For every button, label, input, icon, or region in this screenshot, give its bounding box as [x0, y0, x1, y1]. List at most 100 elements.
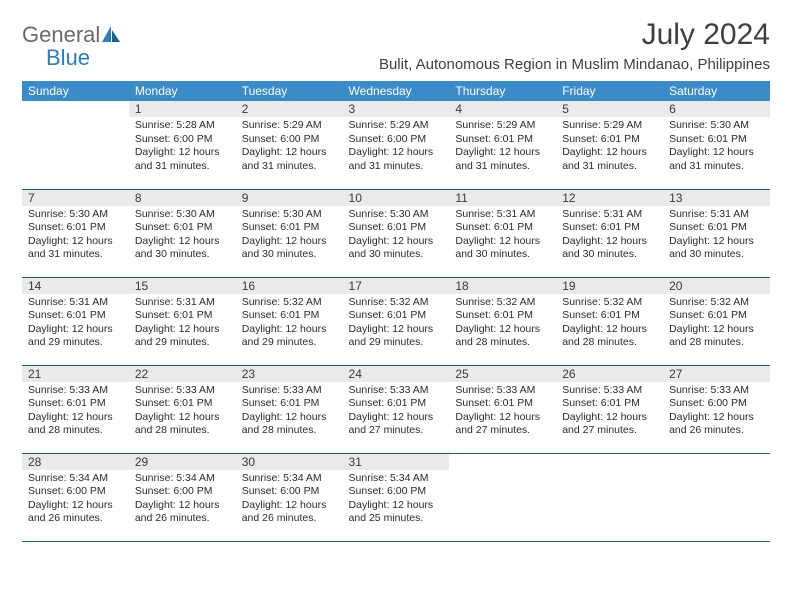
day-details: Sunrise: 5:32 AMSunset: 6:01 PMDaylight:… — [663, 294, 770, 355]
sunset-text: Sunset: 6:01 PM — [455, 221, 550, 235]
calendar-cell: 14Sunrise: 5:31 AMSunset: 6:01 PMDayligh… — [22, 277, 129, 365]
sunrise-text: Sunrise: 5:29 AM — [455, 119, 550, 133]
day-details: Sunrise: 5:30 AMSunset: 6:01 PMDaylight:… — [22, 206, 129, 267]
daylight-text: Daylight: 12 hours and 31 minutes. — [562, 146, 657, 173]
weekday-header: Friday — [556, 81, 663, 101]
daylight-text: Daylight: 12 hours and 31 minutes. — [28, 235, 123, 262]
day-number: 30 — [236, 454, 343, 470]
calendar-cell — [663, 453, 770, 541]
day-number — [556, 454, 663, 470]
sunset-text: Sunset: 6:00 PM — [135, 133, 230, 147]
brand-word-2: Blue — [46, 45, 90, 70]
day-number: 4 — [449, 101, 556, 117]
day-number: 15 — [129, 278, 236, 294]
calendar-cell: 2Sunrise: 5:29 AMSunset: 6:00 PMDaylight… — [236, 101, 343, 189]
calendar-cell: 1Sunrise: 5:28 AMSunset: 6:00 PMDaylight… — [129, 101, 236, 189]
weekday-header-row: SundayMondayTuesdayWednesdayThursdayFrid… — [22, 81, 770, 101]
calendar-page: General Blue July 2024 Bulit, Autonomous… — [0, 0, 792, 552]
sunset-text: Sunset: 6:01 PM — [349, 397, 444, 411]
day-details: Sunrise: 5:34 AMSunset: 6:00 PMDaylight:… — [129, 470, 236, 531]
calendar-cell: 28Sunrise: 5:34 AMSunset: 6:00 PMDayligh… — [22, 453, 129, 541]
sunset-text: Sunset: 6:01 PM — [135, 309, 230, 323]
sunset-text: Sunset: 6:01 PM — [28, 221, 123, 235]
day-number: 17 — [343, 278, 450, 294]
daylight-text: Daylight: 12 hours and 28 minutes. — [562, 323, 657, 350]
sunset-text: Sunset: 6:01 PM — [28, 309, 123, 323]
daylight-text: Daylight: 12 hours and 30 minutes. — [669, 235, 764, 262]
daylight-text: Daylight: 12 hours and 31 minutes. — [242, 146, 337, 173]
sunset-text: Sunset: 6:01 PM — [135, 221, 230, 235]
sunrise-text: Sunrise: 5:32 AM — [349, 296, 444, 310]
day-details: Sunrise: 5:33 AMSunset: 6:01 PMDaylight:… — [449, 382, 556, 443]
sunset-text: Sunset: 6:01 PM — [242, 309, 337, 323]
sunrise-text: Sunrise: 5:33 AM — [28, 384, 123, 398]
sunset-text: Sunset: 6:01 PM — [669, 221, 764, 235]
sunrise-text: Sunrise: 5:31 AM — [28, 296, 123, 310]
day-details: Sunrise: 5:33 AMSunset: 6:01 PMDaylight:… — [22, 382, 129, 443]
sunset-text: Sunset: 6:01 PM — [562, 221, 657, 235]
calendar-cell: 15Sunrise: 5:31 AMSunset: 6:01 PMDayligh… — [129, 277, 236, 365]
calendar-cell — [22, 101, 129, 189]
daylight-text: Daylight: 12 hours and 26 minutes. — [242, 499, 337, 526]
day-details: Sunrise: 5:32 AMSunset: 6:01 PMDaylight:… — [449, 294, 556, 355]
day-details: Sunrise: 5:29 AMSunset: 6:00 PMDaylight:… — [236, 117, 343, 178]
sunrise-text: Sunrise: 5:29 AM — [242, 119, 337, 133]
sunrise-text: Sunrise: 5:33 AM — [349, 384, 444, 398]
brand-logo: General Blue — [22, 24, 122, 70]
day-details: Sunrise: 5:28 AMSunset: 6:00 PMDaylight:… — [129, 117, 236, 178]
month-title: July 2024 — [379, 18, 770, 52]
day-details: Sunrise: 5:31 AMSunset: 6:01 PMDaylight:… — [449, 206, 556, 267]
calendar-cell: 23Sunrise: 5:33 AMSunset: 6:01 PMDayligh… — [236, 365, 343, 453]
day-number: 10 — [343, 190, 450, 206]
sunset-text: Sunset: 6:00 PM — [349, 133, 444, 147]
calendar-week-row: 14Sunrise: 5:31 AMSunset: 6:01 PMDayligh… — [22, 277, 770, 365]
sunrise-text: Sunrise: 5:34 AM — [135, 472, 230, 486]
day-details: Sunrise: 5:30 AMSunset: 6:01 PMDaylight:… — [663, 117, 770, 178]
calendar-week-row: 7Sunrise: 5:30 AMSunset: 6:01 PMDaylight… — [22, 189, 770, 277]
day-number: 3 — [343, 101, 450, 117]
calendar-cell: 7Sunrise: 5:30 AMSunset: 6:01 PMDaylight… — [22, 189, 129, 277]
day-number: 27 — [663, 366, 770, 382]
day-details: Sunrise: 5:32 AMSunset: 6:01 PMDaylight:… — [236, 294, 343, 355]
calendar-cell: 13Sunrise: 5:31 AMSunset: 6:01 PMDayligh… — [663, 189, 770, 277]
day-number: 25 — [449, 366, 556, 382]
day-details: Sunrise: 5:34 AMSunset: 6:00 PMDaylight:… — [343, 470, 450, 531]
calendar-cell: 11Sunrise: 5:31 AMSunset: 6:01 PMDayligh… — [449, 189, 556, 277]
sunrise-text: Sunrise: 5:33 AM — [562, 384, 657, 398]
calendar-cell: 22Sunrise: 5:33 AMSunset: 6:01 PMDayligh… — [129, 365, 236, 453]
calendar-cell: 31Sunrise: 5:34 AMSunset: 6:00 PMDayligh… — [343, 453, 450, 541]
daylight-text: Daylight: 12 hours and 28 minutes. — [455, 323, 550, 350]
sunrise-text: Sunrise: 5:32 AM — [242, 296, 337, 310]
day-number: 29 — [129, 454, 236, 470]
calendar-cell: 27Sunrise: 5:33 AMSunset: 6:00 PMDayligh… — [663, 365, 770, 453]
daylight-text: Daylight: 12 hours and 26 minutes. — [135, 499, 230, 526]
daylight-text: Daylight: 12 hours and 28 minutes. — [28, 411, 123, 438]
weekday-header: Sunday — [22, 81, 129, 101]
calendar-table: SundayMondayTuesdayWednesdayThursdayFrid… — [22, 81, 770, 542]
day-details: Sunrise: 5:31 AMSunset: 6:01 PMDaylight:… — [663, 206, 770, 267]
day-number: 5 — [556, 101, 663, 117]
day-number: 2 — [236, 101, 343, 117]
sunset-text: Sunset: 6:01 PM — [562, 397, 657, 411]
day-details: Sunrise: 5:32 AMSunset: 6:01 PMDaylight:… — [343, 294, 450, 355]
day-details: Sunrise: 5:29 AMSunset: 6:01 PMDaylight:… — [449, 117, 556, 178]
title-block: July 2024 Bulit, Autonomous Region in Mu… — [379, 18, 770, 73]
day-number: 11 — [449, 190, 556, 206]
sunset-text: Sunset: 6:01 PM — [562, 309, 657, 323]
day-details: Sunrise: 5:31 AMSunset: 6:01 PMDaylight:… — [22, 294, 129, 355]
sunset-text: Sunset: 6:00 PM — [349, 485, 444, 499]
calendar-cell: 9Sunrise: 5:30 AMSunset: 6:01 PMDaylight… — [236, 189, 343, 277]
sunrise-text: Sunrise: 5:32 AM — [562, 296, 657, 310]
calendar-cell: 21Sunrise: 5:33 AMSunset: 6:01 PMDayligh… — [22, 365, 129, 453]
sunrise-text: Sunrise: 5:34 AM — [28, 472, 123, 486]
day-details: Sunrise: 5:32 AMSunset: 6:01 PMDaylight:… — [556, 294, 663, 355]
sunset-text: Sunset: 6:01 PM — [562, 133, 657, 147]
daylight-text: Daylight: 12 hours and 30 minutes. — [135, 235, 230, 262]
sunrise-text: Sunrise: 5:31 AM — [135, 296, 230, 310]
calendar-cell — [556, 453, 663, 541]
calendar-week-row: 21Sunrise: 5:33 AMSunset: 6:01 PMDayligh… — [22, 365, 770, 453]
day-number: 18 — [449, 278, 556, 294]
calendar-cell: 17Sunrise: 5:32 AMSunset: 6:01 PMDayligh… — [343, 277, 450, 365]
sunset-text: Sunset: 6:01 PM — [349, 309, 444, 323]
sunrise-text: Sunrise: 5:30 AM — [669, 119, 764, 133]
